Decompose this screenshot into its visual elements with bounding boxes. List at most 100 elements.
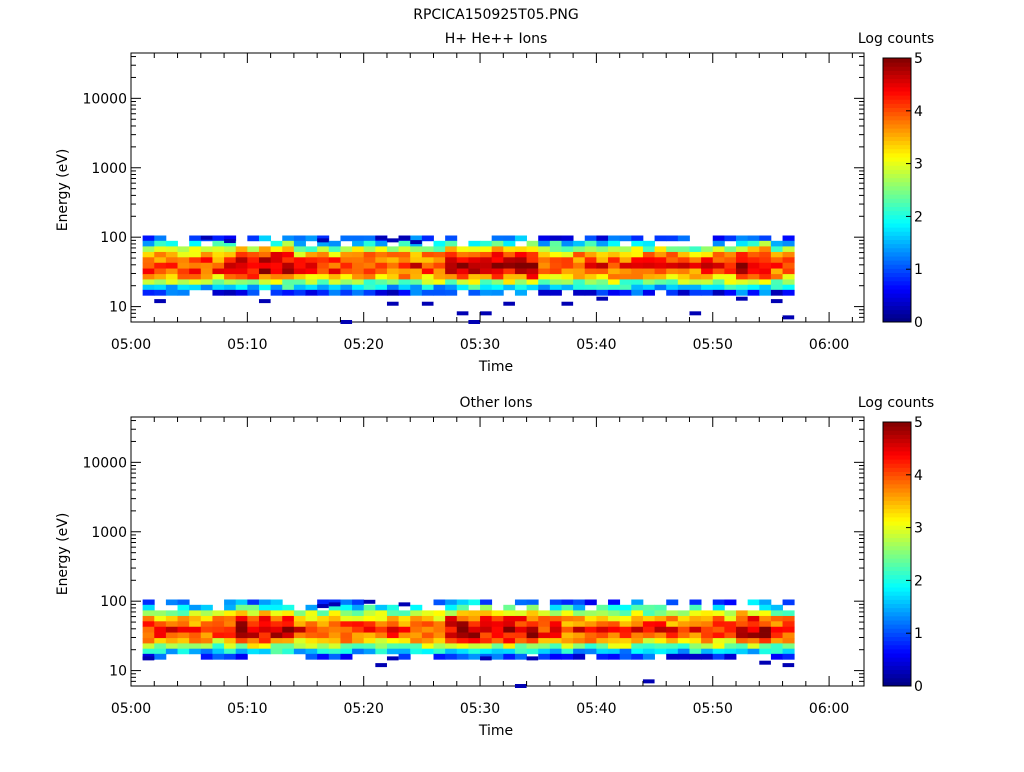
heatmap-cell [619,262,632,269]
heatmap-cell [619,268,632,275]
heatmap-cell [421,289,434,296]
heatmap-cell [363,268,376,275]
heatmap-cell [154,632,167,639]
heatmap-cell [154,621,167,628]
heatmap-cell [736,638,749,644]
heatmap-cell [526,610,539,617]
heatmap-cell [177,615,190,622]
heatmap-cell [724,257,737,264]
heatmap-cell [328,638,341,644]
heatmap-cell [352,289,365,296]
heatmap-cell [247,599,260,606]
sporadic-point [759,660,771,665]
heatmap-cell [258,604,272,611]
colorbar-segment [883,206,911,212]
heatmap-cell [747,638,760,644]
heatmap-cell [782,262,795,269]
x-tick-label: 05:20 [344,337,384,353]
heatmap-cell [526,648,539,655]
colorbar-segment [883,260,911,265]
heatmap-cell [235,257,248,264]
heatmap-cell [549,638,562,644]
heatmap-cells [142,599,795,688]
heatmap-cell [782,621,795,628]
heatmap-cell [270,643,283,650]
heatmap-cell [770,653,783,660]
heatmap-cell [480,632,493,639]
heatmap-cell [584,251,597,258]
heatmap-cell [328,615,341,622]
colorbar-segment [883,301,911,306]
heatmap-cell [398,279,411,286]
sporadic-point [503,301,515,306]
heatmap-cell [468,289,481,296]
heatmap-cell [328,653,341,660]
heatmap-cell [235,610,248,617]
heatmap-cell [736,235,749,242]
heatmap-cell [410,626,423,633]
heatmap-cell [689,268,702,275]
heatmap-cell [410,610,423,617]
heatmap-cell [677,621,690,628]
heatmap-cell [247,268,260,275]
colorbar-segment [883,148,911,154]
heatmap-cell [270,648,283,655]
heatmap-cell [549,251,562,258]
heatmap-cell [677,648,690,655]
heatmap-cell [375,284,388,291]
heatmap-cell [445,626,458,633]
colorbar-segment [883,284,911,290]
heatmap-cell [561,599,574,606]
heatmap-cell [305,610,318,617]
heatmap-cell [619,251,632,258]
heatmap-cell [759,246,772,253]
sporadic-point [154,299,166,304]
heatmap-cell [736,284,749,291]
colorbar-segment [883,450,911,456]
heatmap-cell [584,615,597,622]
heatmap-cell [224,251,237,258]
heatmap-cell [654,268,667,275]
heatmap-cell [317,621,330,628]
heatmap-cell [445,599,458,606]
heatmap-cell [480,246,493,253]
heatmap-cell [305,615,318,622]
sporadic-point [398,235,411,240]
heatmap-cell [258,610,272,617]
colorbar-segment [883,442,911,448]
colorbar-segment [883,169,911,174]
heatmap-cell [491,262,504,269]
heatmap-cell [770,284,783,291]
heatmap-cell [514,638,527,644]
heatmap-cell [573,643,586,650]
heatmap-cell [433,638,446,644]
heatmap-cell [538,235,551,242]
sporadic-point [258,299,271,304]
heatmap-cell [538,279,551,286]
heatmap-cell [759,626,772,633]
heatmap-cell [433,626,446,633]
heatmap-cell [514,599,527,606]
heatmap-cell [759,279,772,286]
heatmap-cell [305,626,318,633]
heatmap-cell [747,251,760,258]
heatmap-cell [445,235,458,242]
heatmap-cell [165,246,178,253]
colorbar-segment [883,309,911,315]
heatmap-cell [514,279,527,286]
heatmap-cell [247,235,260,242]
panel-2-ylabel: Energy (eV) [55,513,71,596]
heatmap-cell [596,648,609,655]
heatmap-cell [247,262,260,269]
heatmap-cell [770,251,783,258]
heatmap-cell [142,262,155,269]
heatmap-cell [456,610,469,617]
heatmap-cell [410,615,423,622]
heatmap-cell [410,284,423,291]
heatmap-cell [386,289,400,296]
heatmap-cell [212,268,225,275]
heatmap-cell [328,279,341,286]
heatmap-cell [352,251,365,258]
heatmap-cell [677,610,690,617]
heatmap-cell [247,246,260,253]
